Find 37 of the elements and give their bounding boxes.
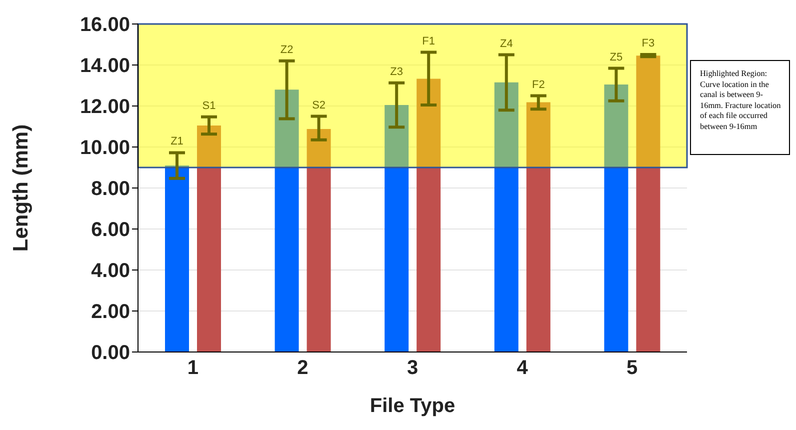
y-tick-label: 2.00 — [91, 301, 130, 324]
y-tick-label: 16.00 — [80, 14, 130, 36]
data-label: Z5 — [610, 51, 623, 64]
data-label: Z1 — [170, 136, 184, 148]
y-axis-title: Length (mm) — [9, 124, 32, 252]
bar — [274, 90, 299, 352]
bar — [384, 104, 409, 352]
data-label: S1 — [202, 100, 216, 112]
y-tick-label: 8.00 — [91, 178, 130, 200]
y-tick-label: 4.00 — [91, 260, 130, 282]
data-label: Z2 — [280, 44, 294, 56]
x-tick-label: 3 — [406, 357, 418, 380]
band-label: Highlighted Region: Curve location in the canal is between 9-16mm. Fracture location of each file occurred between 9-16mm — [690, 60, 790, 155]
data-label: F1 — [422, 35, 436, 48]
y-tick-label: 12.00 — [80, 96, 130, 118]
bar — [306, 128, 331, 352]
x-tick-label: 2 — [297, 357, 308, 380]
data-label: Z3 — [390, 66, 404, 78]
bar — [416, 78, 441, 352]
bar — [604, 84, 628, 352]
data-label: F3 — [642, 38, 655, 50]
x-tick-label: 4 — [516, 357, 529, 380]
y-tick-label: 0.00 — [91, 342, 130, 364]
x-tick-label: 5 — [626, 357, 638, 380]
bar — [165, 165, 189, 352]
y-tick-label: 6.00 — [91, 219, 130, 242]
y-tick-label: 14.00 — [80, 55, 130, 78]
data-label: S2 — [312, 99, 326, 112]
bar — [494, 82, 518, 352]
data-label: F2 — [532, 78, 545, 91]
y-tick-label: 10.00 — [80, 137, 130, 160]
data-label: Z4 — [500, 38, 513, 50]
bar — [197, 125, 221, 352]
bar — [636, 56, 660, 352]
bar — [526, 102, 550, 352]
x-axis-title: File Type — [370, 395, 456, 417]
x-tick-label: 1 — [187, 357, 198, 380]
